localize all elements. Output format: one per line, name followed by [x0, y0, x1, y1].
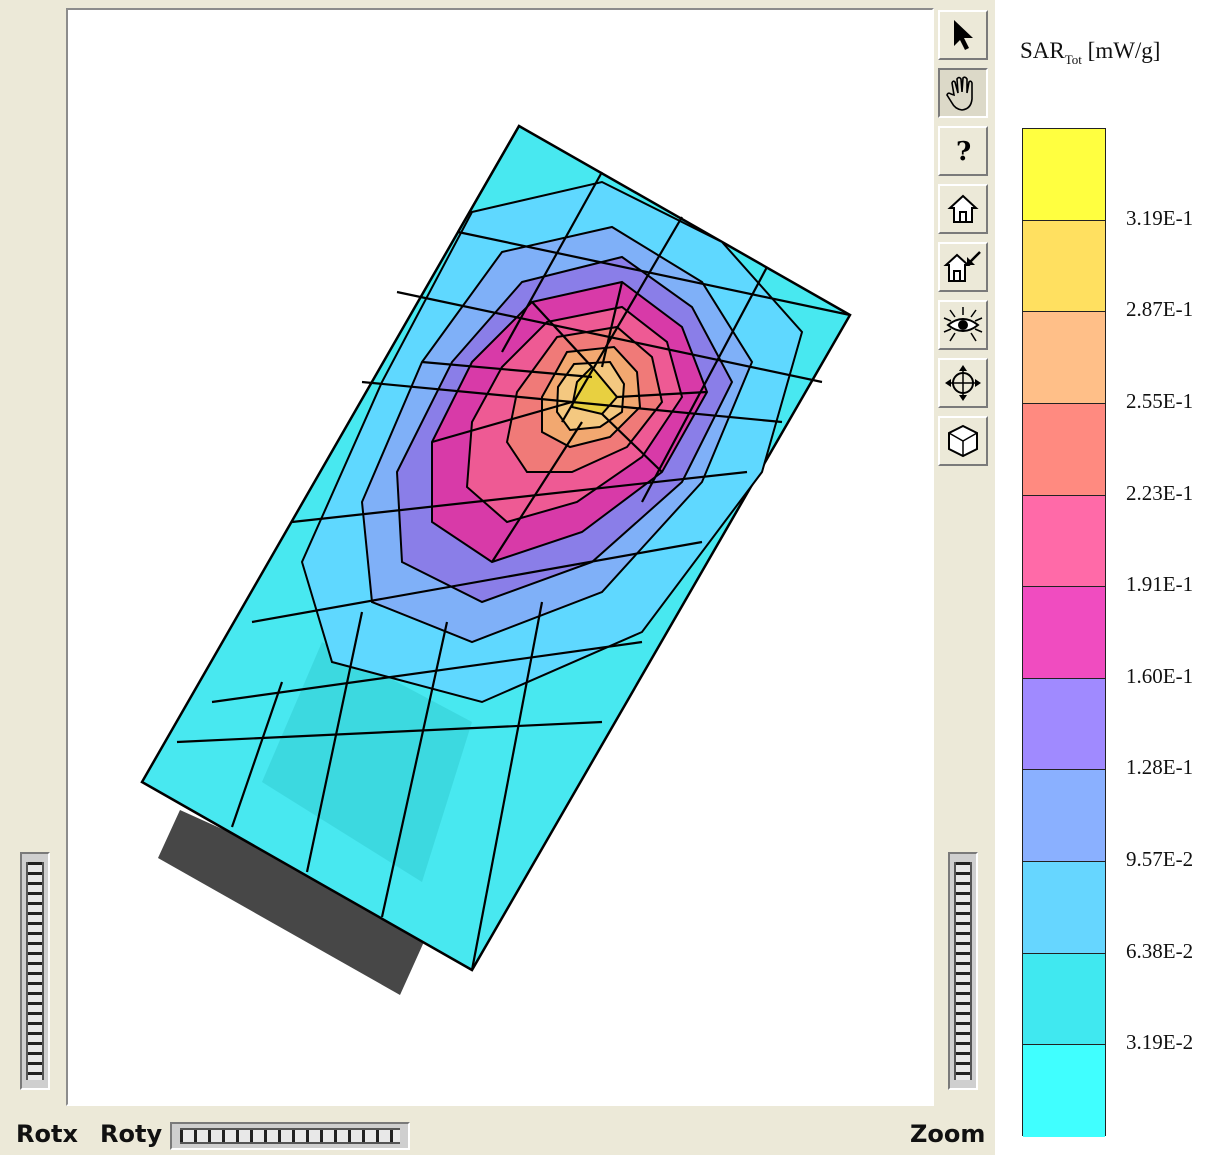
projection-button[interactable] — [938, 416, 988, 466]
cube-icon — [945, 423, 981, 459]
color-scale-cell — [1023, 495, 1105, 588]
rotx-label: Rotx — [16, 1120, 78, 1148]
roty-thumbwheel-ridges — [180, 1128, 400, 1144]
legend-title: SARTot [mW/g] — [1020, 38, 1160, 68]
set-home-icon — [943, 249, 983, 285]
viewer-frame: ? Rotx Roty Zoom — [0, 0, 995, 1155]
arrow-cursor-icon — [948, 18, 978, 52]
legend-quantity: SAR — [1020, 38, 1065, 63]
seek-button[interactable] — [938, 358, 988, 408]
zoom-thumbwheel-ridges — [954, 862, 972, 1080]
legend-unit: [mW/g] — [1087, 38, 1161, 63]
color-scale-cell — [1023, 220, 1105, 313]
svg-text:?: ? — [956, 137, 971, 166]
color-scale-tick-label: 1.91E-1 — [1126, 572, 1194, 597]
question-mark-icon: ? — [953, 136, 973, 166]
plot-shading — [262, 642, 472, 882]
pan-hand-button[interactable] — [938, 68, 988, 118]
set-home-button[interactable] — [938, 242, 988, 292]
color-scale-tick-label: 1.28E-1 — [1126, 755, 1194, 780]
zoom-label: Zoom — [910, 1120, 986, 1148]
rotx-thumbwheel[interactable] — [20, 852, 50, 1090]
hand-icon — [944, 73, 982, 113]
color-scale-tick-label: 1.60E-1 — [1126, 663, 1194, 688]
help-button[interactable]: ? — [938, 126, 988, 176]
plot-shadow — [158, 810, 432, 995]
eye-icon — [942, 305, 984, 345]
color-scale-tick-label: 2.23E-1 — [1126, 480, 1194, 505]
color-scale-cell — [1023, 403, 1105, 496]
color-scale-tick-label: 3.19E-2 — [1126, 1030, 1194, 1055]
color-scale-cell — [1023, 129, 1105, 221]
color-scale-tick-label: 3.19E-1 — [1126, 205, 1194, 230]
legend-subscript: Tot — [1064, 52, 1082, 67]
color-scale-cell — [1023, 312, 1105, 404]
color-scale-cell — [1023, 678, 1105, 771]
color-scale-tick-label: 2.55E-1 — [1126, 388, 1194, 413]
sar-surface-plot[interactable] — [68, 10, 932, 1104]
select-pointer-button[interactable] — [938, 10, 988, 60]
home-icon — [947, 193, 979, 225]
color-scale-tick-label: 2.87E-1 — [1126, 297, 1194, 322]
color-scale-bar — [1022, 128, 1106, 1137]
viewer-toolbar: ? — [938, 10, 992, 474]
color-scale-tick-label: 6.38E-2 — [1126, 938, 1194, 963]
view-all-button[interactable] — [938, 300, 988, 350]
home-button[interactable] — [938, 184, 988, 234]
roty-label: Roty — [100, 1120, 163, 1148]
color-scale-cell — [1023, 587, 1105, 679]
color-scale-cell — [1023, 862, 1105, 954]
color-scale-cell — [1023, 770, 1105, 862]
3d-viewport[interactable] — [66, 8, 934, 1106]
mesh-lines — [176, 125, 851, 971]
zoom-thumbwheel[interactable] — [948, 852, 978, 1090]
color-scale-cell — [1023, 953, 1105, 1046]
crosshair-icon — [944, 364, 982, 402]
roty-thumbwheel[interactable] — [170, 1122, 410, 1150]
color-scale-tick-label: 9.57E-2 — [1126, 847, 1194, 872]
rotx-thumbwheel-ridges — [26, 862, 44, 1080]
color-scale-cell — [1023, 1045, 1105, 1137]
